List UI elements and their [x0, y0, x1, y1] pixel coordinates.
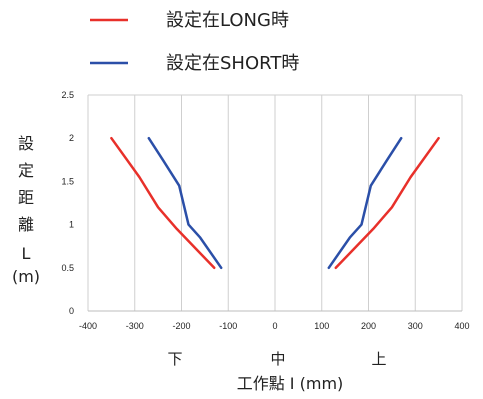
x-tick-label: -100	[219, 321, 237, 331]
y-axis-title-char: 定	[18, 161, 34, 180]
y-axis-title-char: 設	[18, 134, 34, 153]
direction-label: 下	[167, 350, 182, 368]
direction-label: 中	[270, 350, 285, 368]
x-tick-label: 300	[408, 321, 423, 331]
y-axis-title-char: 距	[18, 188, 34, 207]
legend-label: 設定在LONG時	[166, 10, 289, 31]
y-tick-label: 1.5	[61, 176, 74, 186]
x-tick-label: -300	[126, 321, 144, 331]
legend-label: 設定在SHORT時	[166, 53, 299, 74]
series-line	[334, 136, 440, 270]
x-axis-title: 工作點 I (mm)	[237, 374, 344, 393]
x-tick-label: 100	[314, 321, 329, 331]
series-line	[147, 136, 223, 270]
x-tick-label: 400	[454, 321, 469, 331]
y-axis-title-char: L	[22, 244, 31, 263]
series-line	[327, 136, 403, 270]
x-tick-label: 0	[272, 321, 277, 331]
y-tick-label: 0.5	[61, 263, 74, 273]
y-tick-label: 1	[69, 220, 74, 230]
y-axis-title-char: 離	[18, 215, 34, 234]
x-tick-label: -400	[79, 321, 97, 331]
y-tick-label: 2	[69, 133, 74, 143]
x-tick-label: -200	[172, 321, 190, 331]
series-line	[110, 136, 216, 270]
x-tick-label: 200	[361, 321, 376, 331]
y-tick-label: 2.5	[61, 90, 74, 100]
y-axis-title-char: (m)	[12, 267, 40, 286]
y-tick-label: 0	[69, 306, 74, 316]
direction-label: 上	[371, 350, 386, 368]
